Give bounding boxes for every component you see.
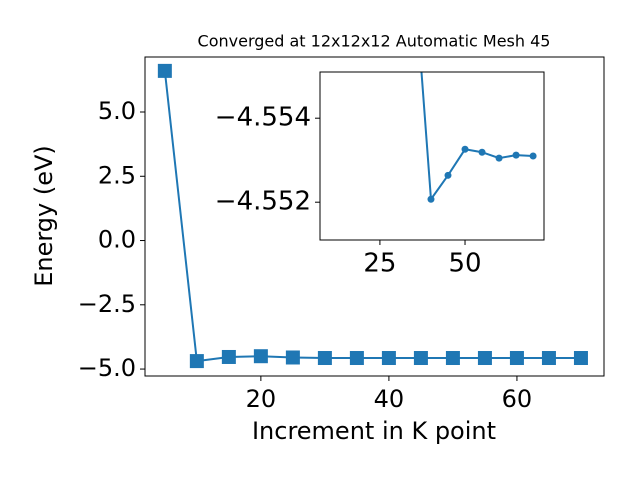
y-tick-label: −5.0 <box>78 354 136 382</box>
y-tick-label: −4.552 <box>215 187 311 217</box>
y-tick-label: −4.554 <box>215 103 311 133</box>
marker <box>349 351 364 366</box>
marker <box>253 349 268 364</box>
y-tick-label: −2.5 <box>78 290 136 318</box>
x-tick-label: 60 <box>502 385 533 413</box>
marker <box>495 154 503 162</box>
y-tick-label: 0.0 <box>98 226 136 254</box>
x-axis-label: Increment in K point <box>252 417 496 445</box>
marker <box>529 152 537 160</box>
marker <box>461 145 469 153</box>
marker <box>427 195 435 203</box>
chart-title: Converged at 12x12x12 Automatic Mesh 45 <box>198 32 551 51</box>
plot-frame <box>319 71 545 241</box>
x-tick-label: 20 <box>246 385 277 413</box>
y-tick-label: 5.0 <box>98 97 136 125</box>
marker <box>157 63 172 78</box>
x-tick-label: 25 <box>363 249 396 279</box>
marker <box>512 151 520 159</box>
marker <box>189 354 204 369</box>
plot-frame <box>144 56 605 377</box>
plot-group <box>157 63 588 369</box>
y-tick-label: 2.5 <box>98 161 136 189</box>
marker <box>573 351 588 366</box>
marker <box>445 351 460 366</box>
marker <box>317 351 332 366</box>
marker <box>541 351 556 366</box>
marker <box>285 350 300 365</box>
marker <box>478 148 486 156</box>
marker <box>509 351 524 366</box>
x-tick-label: 40 <box>374 385 405 413</box>
y-axis-label: Energy (eV) <box>30 145 58 287</box>
marker <box>477 351 492 366</box>
marker <box>444 171 452 179</box>
plot-group <box>420 72 537 203</box>
x-tick-label: 50 <box>448 249 481 279</box>
marker <box>381 351 396 366</box>
marker <box>221 349 236 364</box>
marker <box>413 351 428 366</box>
